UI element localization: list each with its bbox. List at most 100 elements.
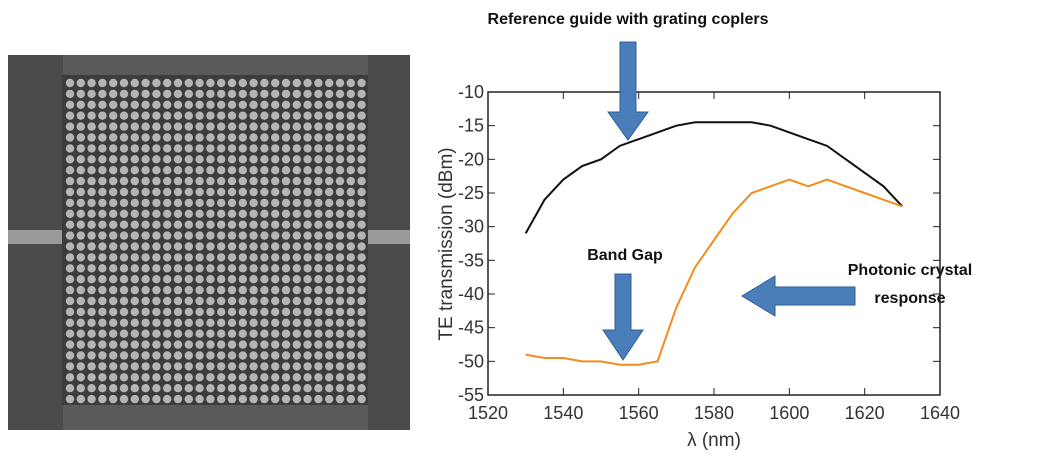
sem-hole [227, 209, 237, 218]
sem-hole [346, 275, 355, 284]
sem-hole [195, 362, 204, 371]
sem-hole [65, 78, 75, 88]
sem-hole [325, 100, 334, 110]
y-tick-label: -20 [458, 149, 484, 169]
sem-hole [141, 362, 150, 371]
sem-hole [357, 307, 366, 317]
y-tick-label: -55 [458, 385, 484, 405]
sem-hole [281, 220, 291, 229]
sem-hole [109, 394, 118, 404]
sem-hole [314, 122, 323, 131]
sem-hole [152, 198, 161, 208]
sem-hole [141, 285, 150, 295]
sem-hole [152, 275, 161, 284]
sem-hole [163, 231, 172, 240]
sem-hole [76, 166, 86, 175]
sem-hole [152, 307, 161, 317]
sem-hole [76, 187, 86, 197]
sem-hole [227, 340, 237, 349]
sem-hole [87, 340, 96, 349]
sem-hole [357, 111, 366, 120]
sem-hole [238, 394, 247, 404]
sem-hole [184, 285, 193, 295]
sem-hole [141, 166, 150, 175]
sem-hole [238, 144, 247, 153]
sem-hole [281, 89, 291, 99]
sem-hole [314, 340, 323, 349]
sem-hole [249, 144, 258, 153]
sem-hole [260, 373, 269, 382]
sem-hole [130, 384, 139, 393]
sem-hole [119, 111, 129, 120]
sem-hole [249, 373, 258, 382]
sem-hole [65, 155, 75, 164]
sem-hole [217, 362, 226, 371]
sem-hole [76, 340, 86, 349]
sem-hole [314, 285, 323, 295]
sem-hole [238, 89, 247, 99]
sem-hole [163, 318, 172, 327]
sem-hole [281, 253, 291, 262]
sem-hole [163, 111, 172, 120]
sem-hole [335, 318, 345, 327]
sem-hole [335, 122, 345, 131]
sem-hole [271, 264, 280, 273]
sem-hole [271, 307, 280, 317]
x-tick-label: 1540 [543, 403, 583, 423]
annotation: response [874, 290, 945, 307]
sem-hole [249, 394, 258, 404]
sem-hole [292, 166, 301, 175]
sem-hole [206, 122, 215, 131]
sem-hole [303, 296, 312, 306]
sem-hole [163, 253, 172, 262]
sem-hole [271, 231, 280, 240]
sem-hole [260, 253, 269, 262]
sem-hole [335, 384, 345, 393]
sem-hole [271, 111, 280, 120]
sem-hole [65, 329, 75, 338]
sem-hole [152, 78, 161, 88]
sem-hole [98, 187, 107, 197]
sem-hole [184, 275, 193, 284]
sem-hole [292, 220, 301, 229]
sem-hole [65, 340, 75, 349]
sem-hole [346, 253, 355, 262]
sem-hole [119, 198, 129, 208]
sem-hole [109, 285, 118, 295]
sem-hole [184, 329, 193, 338]
y-tick-label: -15 [458, 116, 484, 136]
sem-hole [260, 275, 269, 284]
sem-hole [109, 329, 118, 338]
sem-hole [87, 144, 96, 153]
sem-hole [314, 187, 323, 197]
sem-hole [260, 78, 269, 88]
sem-hole [184, 187, 193, 197]
sem-hole [87, 362, 96, 371]
sem-hole [119, 78, 129, 88]
sem-hole [271, 122, 280, 131]
sem-hole [109, 384, 118, 393]
sem-hole [98, 275, 107, 284]
sem-hole [346, 329, 355, 338]
annotation: Photonic crystal [848, 262, 972, 279]
sem-hole [249, 166, 258, 175]
sem-hole [141, 384, 150, 393]
y-tick-label: -40 [458, 284, 484, 304]
sem-hole [260, 155, 269, 164]
sem-hole [314, 144, 323, 153]
y-tick-label: -30 [458, 217, 484, 237]
sem-pad [8, 55, 63, 230]
sem-hole [87, 220, 96, 229]
sem-hole [325, 209, 334, 218]
sem-hole [260, 242, 269, 251]
sem-hole [119, 220, 129, 229]
sem-hole [65, 133, 75, 142]
sem-hole [217, 253, 226, 262]
sem-hole [87, 231, 96, 240]
sem-hole [119, 296, 129, 306]
sem-hole [206, 220, 215, 229]
sem-hole [163, 133, 172, 142]
sem-hole [314, 231, 323, 240]
sem-hole [238, 100, 247, 110]
